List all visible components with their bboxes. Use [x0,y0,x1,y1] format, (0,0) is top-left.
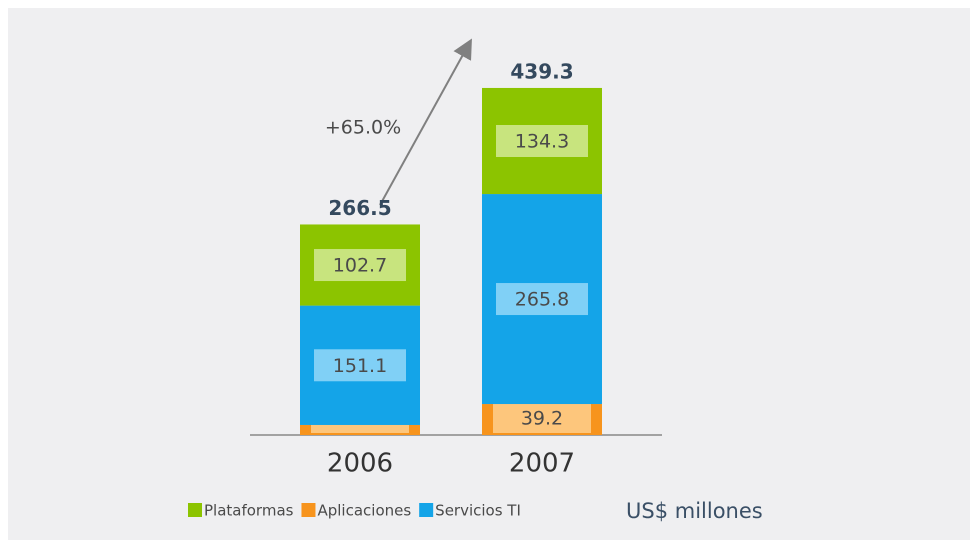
legend-swatch [301,503,316,517]
legend-label: Aplicaciones [317,502,411,520]
value-label-box [314,349,406,382]
x-tick-label: 2006 [327,449,393,479]
value-label: 134.3 [515,131,569,153]
value-label: 151.1 [333,355,387,377]
legend-label: Servicios TI [435,502,521,520]
value-label-box [496,283,588,316]
legend-swatch [419,503,434,517]
growth-arrow [379,38,472,206]
annotation: +65.0% [325,117,401,139]
unit-label: US$ millones [626,499,763,523]
total-label: 266.5 [328,196,391,220]
x-tick-label: 2007 [509,449,575,479]
value-label: 39.2 [521,408,563,430]
value-label: 265.8 [515,289,569,311]
legend-label: Plataformas [204,502,294,520]
legend-swatch [188,503,202,517]
total-label: 439.3 [510,59,573,83]
value-label-box [496,125,588,158]
value-label-box [314,249,406,282]
value-label: 102.7 [333,255,387,277]
